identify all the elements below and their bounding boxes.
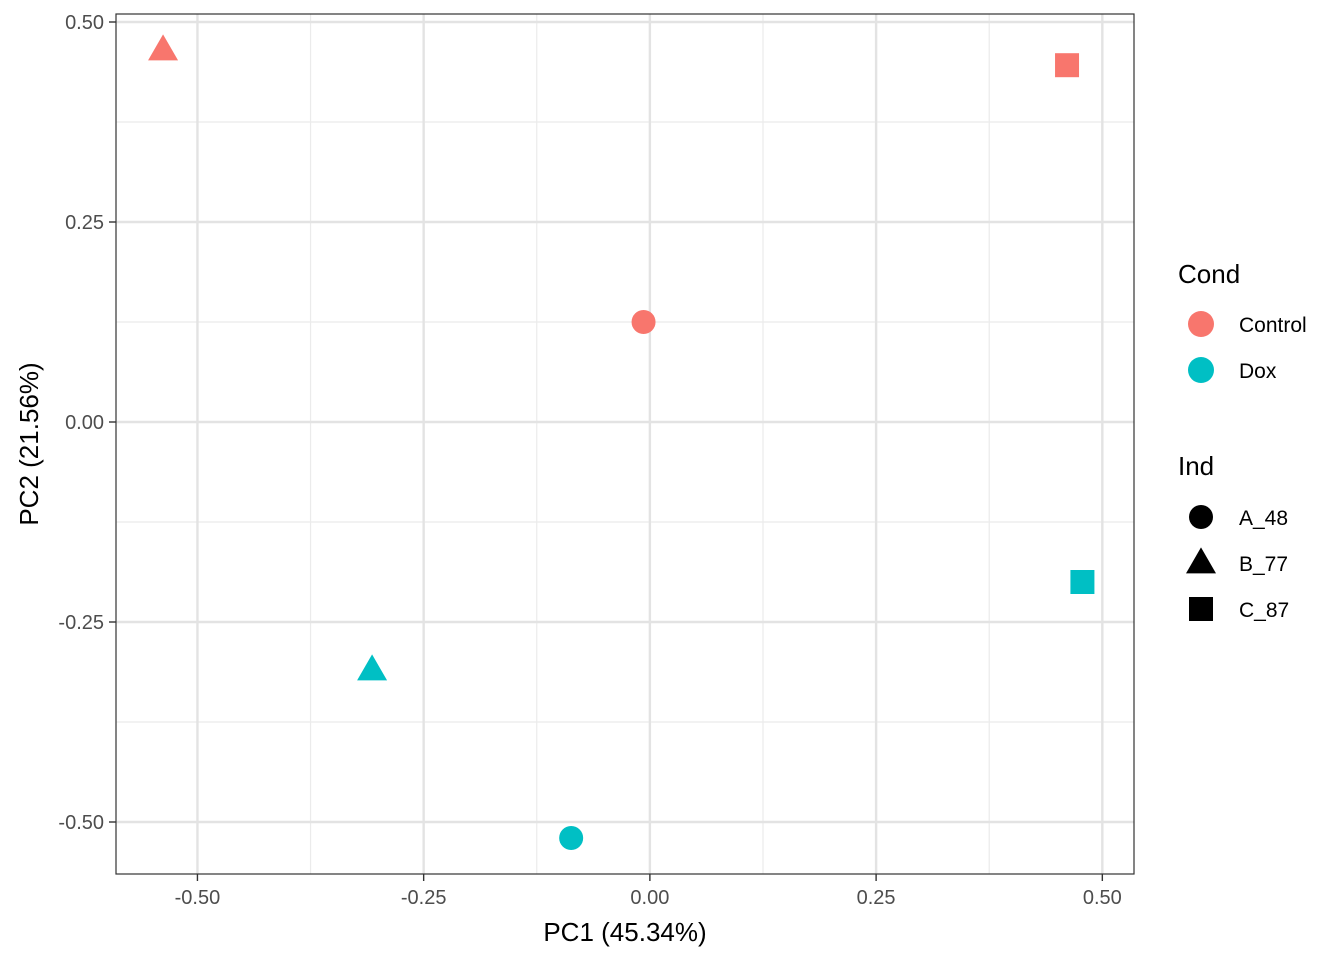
- y-tick-label: -0.25: [58, 612, 104, 634]
- y-tick-label: 0.25: [65, 212, 104, 234]
- legend-shape-items: A_48 B_77 C_87: [1186, 505, 1289, 622]
- legend-key-dox: [1188, 357, 1214, 383]
- point-dox-a-48: [559, 826, 584, 850]
- legend-label-control: Control: [1239, 314, 1307, 337]
- legend: Cond Control Dox Ind A_48 B_77 C_87: [1178, 259, 1307, 622]
- legend-label-b-77: B_77: [1239, 553, 1288, 576]
- y-axis-ticks: -0.50 -0.25 0.00 0.25 0.50: [58, 12, 116, 834]
- x-tick-label: 0.00: [630, 887, 669, 909]
- point-control-c-87: [1055, 53, 1080, 78]
- x-tick-label: 0.25: [857, 887, 896, 909]
- point-control-b-77: [148, 34, 179, 61]
- point-dox-c-87: [1070, 570, 1095, 594]
- y-axis-title: PC2 (21.56%): [14, 362, 44, 525]
- x-tick-label: -0.50: [175, 887, 221, 909]
- legend-key-control: [1188, 311, 1214, 337]
- legend-title-cond: Cond: [1178, 259, 1240, 289]
- legend-key-c-87: [1189, 597, 1213, 621]
- legend-key-b-77: [1186, 547, 1216, 574]
- point-control-a-48: [631, 310, 656, 334]
- minor-grid: [116, 14, 1134, 874]
- panel-border: [115, 13, 1135, 875]
- major-grid: [116, 14, 1134, 874]
- x-axis-ticks: -0.50 -0.25 0.00 0.25 0.50: [175, 874, 1122, 909]
- legend-label-dox: Dox: [1239, 360, 1277, 383]
- data-points: [148, 34, 1095, 850]
- point-dox-b-77: [357, 654, 388, 681]
- legend-title-ind: Ind: [1178, 451, 1214, 481]
- y-tick-label: 0.00: [65, 412, 104, 434]
- y-tick-label: -0.50: [58, 812, 104, 834]
- legend-label-a-48: A_48: [1239, 507, 1288, 530]
- x-tick-label: -0.25: [401, 887, 447, 909]
- y-tick-label: 0.50: [65, 12, 104, 34]
- legend-key-a-48: [1189, 505, 1213, 529]
- legend-label-c-87: C_87: [1239, 599, 1289, 622]
- legend-color-items: Control Dox: [1188, 311, 1307, 383]
- x-tick-label: 0.50: [1083, 887, 1122, 909]
- x-axis-title: PC1 (45.34%): [543, 917, 706, 947]
